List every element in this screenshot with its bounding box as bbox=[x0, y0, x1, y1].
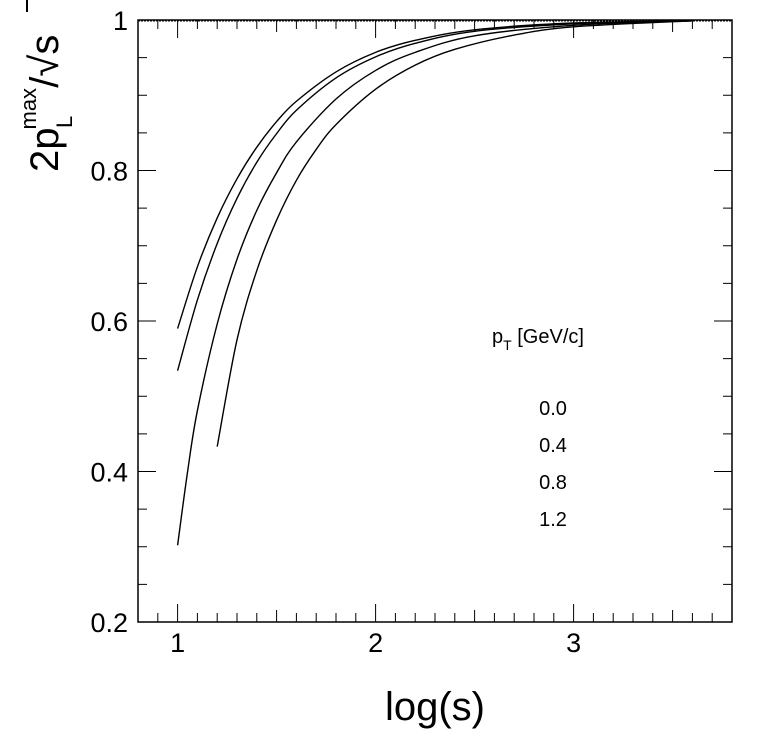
x-axis-title: log(s) bbox=[385, 685, 485, 729]
series-curves bbox=[176, 20, 693, 546]
legend-entry: 1.2 bbox=[539, 509, 567, 531]
y-title-radicand: s bbox=[23, 35, 67, 55]
x-tick-labels: 1 2 3 bbox=[170, 628, 581, 658]
y-title-superscript: max bbox=[16, 88, 41, 130]
legend: pT [GeV/c] 0.0 0.4 0.8 1.2 bbox=[492, 326, 584, 531]
y-title-subscript: L bbox=[52, 116, 77, 128]
legend-entry: 0.4 bbox=[539, 435, 567, 457]
legend-title-p: p bbox=[492, 326, 503, 348]
y-title-slash: / bbox=[23, 76, 67, 88]
y-title-lead: 2p bbox=[23, 128, 67, 173]
y-tick-label: 0.2 bbox=[90, 608, 128, 638]
legend-entry: 0.0 bbox=[539, 398, 567, 420]
series-line-pt-1.2 bbox=[216, 20, 693, 447]
legend-title-rest: [GeV/c] bbox=[512, 326, 584, 348]
axis-ticks bbox=[137, 19, 733, 623]
x-tick-label: 1 bbox=[170, 628, 185, 658]
legend-title-subscript: T bbox=[503, 337, 512, 353]
y-tick-label: 1 bbox=[113, 6, 128, 36]
y-title-radical: √ bbox=[23, 55, 67, 77]
y-tick-labels: 0.2 0.4 0.6 0.8 1 bbox=[90, 6, 128, 638]
series-line-pt-0.4 bbox=[176, 20, 693, 371]
legend-entry: 0.8 bbox=[539, 472, 567, 494]
y-tick-label: 0.8 bbox=[90, 157, 128, 187]
y-axis-title: 2pmax L /√s bbox=[16, 0, 77, 172]
series-line-pt-0.0 bbox=[176, 20, 693, 329]
y-tick-label: 0.4 bbox=[90, 458, 128, 488]
y-tick-label: 0.6 bbox=[90, 307, 128, 337]
x-tick-label: 3 bbox=[566, 628, 581, 658]
svg-text:pT [GeV/c]: pT [GeV/c] bbox=[492, 326, 584, 353]
series-line-pt-0.8 bbox=[176, 20, 693, 546]
x-tick-label: 2 bbox=[368, 628, 383, 658]
plot-frame bbox=[137, 19, 733, 623]
